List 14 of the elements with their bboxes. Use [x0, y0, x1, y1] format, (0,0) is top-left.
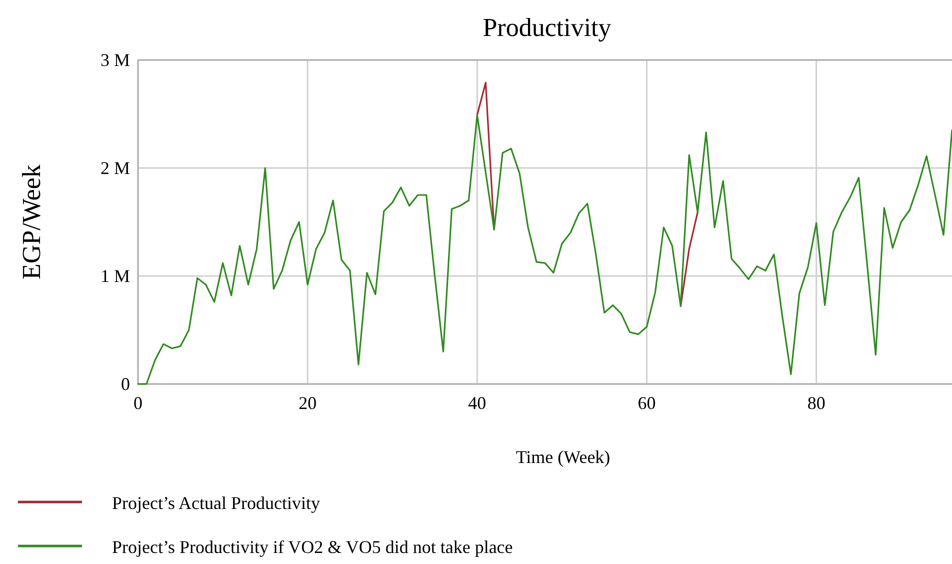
y-tick-label: 1 M: [100, 266, 130, 286]
y-tick-label: 3 M: [100, 50, 130, 70]
x-tick-label: 40: [468, 393, 486, 413]
y-tick-label: 2 M: [100, 158, 130, 178]
x-axis-title: Time (Week): [516, 447, 610, 467]
x-tick-label: 60: [638, 393, 656, 413]
x-tick-label: 20: [298, 393, 317, 413]
chart-title: Productivity: [482, 13, 612, 42]
x-tick-label: 80: [807, 393, 826, 413]
legend-label: Project’s Productivity if VO2 & VO5 did not take place: [112, 537, 513, 557]
legend-label: Project’s Actual Productivity: [112, 493, 320, 513]
x-tick-label: 0: [134, 393, 142, 413]
y-axis-title: EGP/Week: [17, 164, 46, 280]
y-tick-label: 0: [121, 374, 130, 394]
